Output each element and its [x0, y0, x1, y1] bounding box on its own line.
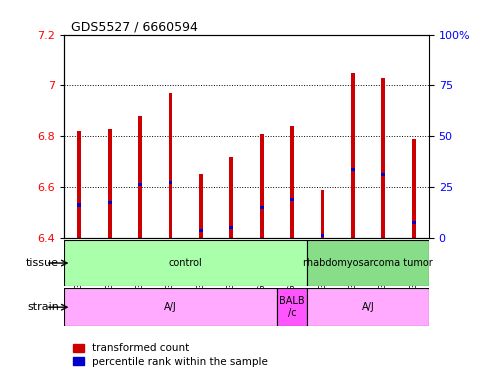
Bar: [290, 126, 294, 238]
Text: control: control: [169, 258, 203, 268]
Bar: [77, 204, 81, 207]
Bar: [199, 174, 203, 238]
Text: A/J: A/J: [164, 302, 177, 312]
Bar: [260, 134, 264, 238]
Bar: [229, 157, 233, 238]
Text: tissue: tissue: [26, 258, 59, 268]
Bar: [320, 190, 324, 238]
Text: GDS5527 / 6660594: GDS5527 / 6660594: [71, 20, 198, 33]
Bar: [412, 221, 416, 224]
Bar: [169, 93, 173, 238]
Bar: [290, 199, 294, 202]
Bar: [277, 288, 307, 326]
Text: strain: strain: [27, 302, 59, 312]
Bar: [229, 227, 233, 229]
Bar: [351, 168, 355, 171]
Bar: [77, 131, 81, 238]
Legend: transformed count, percentile rank within the sample: transformed count, percentile rank withi…: [70, 339, 272, 371]
Bar: [138, 183, 142, 186]
Bar: [382, 173, 385, 176]
Bar: [108, 129, 111, 238]
Bar: [64, 240, 307, 286]
Bar: [320, 234, 324, 237]
Text: BALB
/c: BALB /c: [280, 296, 305, 318]
Bar: [260, 206, 264, 209]
Bar: [382, 78, 385, 238]
Bar: [412, 139, 416, 238]
Bar: [64, 288, 277, 326]
Bar: [169, 180, 173, 184]
Bar: [199, 229, 203, 232]
Text: rhabdomyosarcoma tumor: rhabdomyosarcoma tumor: [303, 258, 433, 268]
Bar: [307, 288, 429, 326]
Bar: [108, 201, 111, 204]
Bar: [307, 240, 429, 286]
Bar: [138, 116, 142, 238]
Bar: [351, 73, 355, 238]
Text: A/J: A/J: [362, 302, 375, 312]
